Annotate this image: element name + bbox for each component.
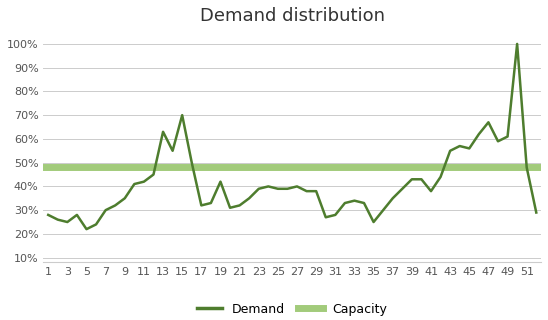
Title: Demand distribution: Demand distribution (199, 7, 385, 25)
Legend: Demand, Capacity: Demand, Capacity (192, 298, 392, 320)
